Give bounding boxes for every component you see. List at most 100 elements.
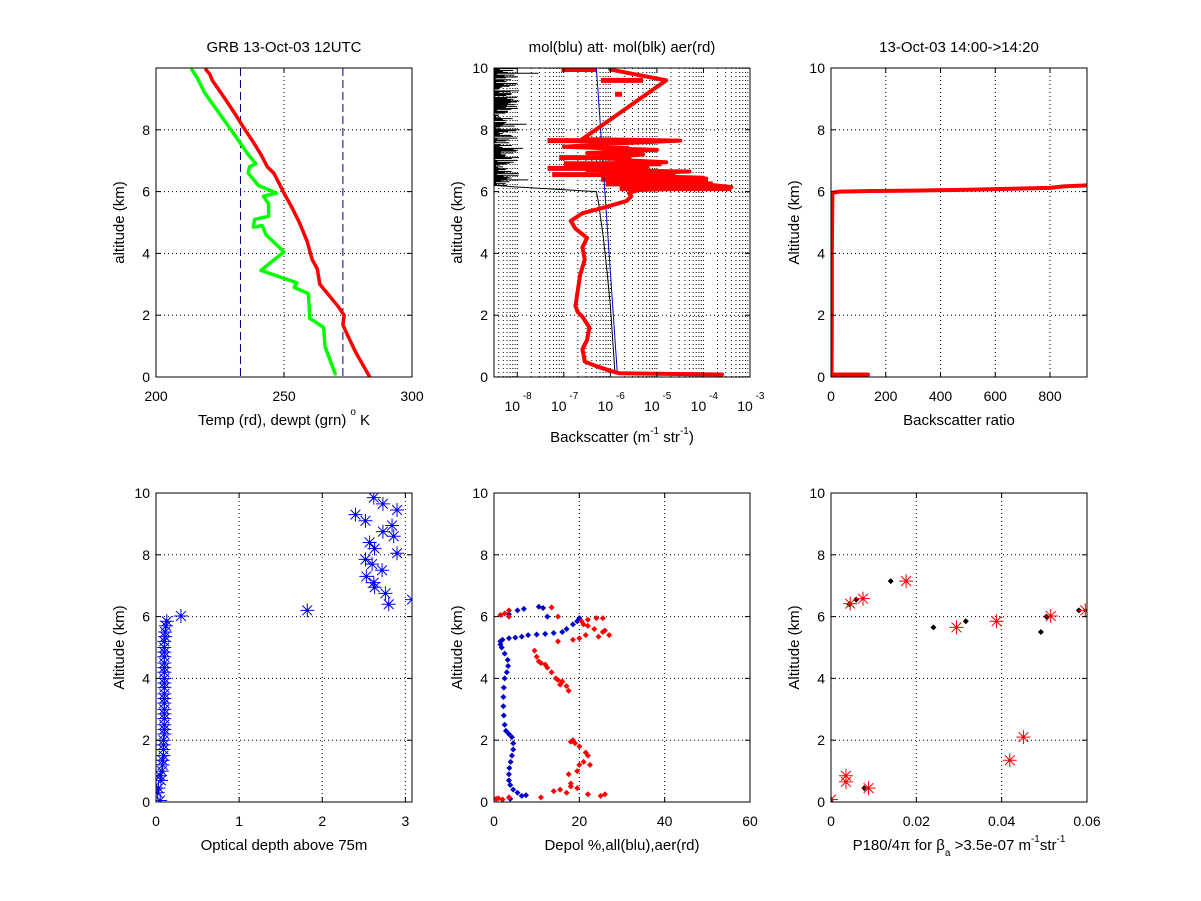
y-tick-label: 0 (480, 369, 488, 385)
dot-marker (576, 743, 583, 750)
dot-marker (582, 632, 589, 639)
x-axis-label-text: ) (689, 429, 694, 446)
dot-marker (531, 647, 538, 654)
y-axis-label: Altitude (km) (111, 605, 128, 689)
dot-marker (606, 632, 613, 639)
star-center (1008, 758, 1012, 762)
y-axis-label: altitude (km) (449, 181, 466, 264)
star-center (372, 547, 377, 551)
dot-marker (504, 656, 511, 663)
x-tick-exponent: -8 (523, 391, 532, 402)
x-axis-label-text: Depol %,all(blu),aer(rd) (544, 837, 699, 854)
chart-title: 13-Oct-03 14:00->14:20 (879, 39, 1039, 56)
dot-marker (930, 624, 937, 631)
y-tick-label: 2 (817, 732, 825, 748)
dot-marker (557, 786, 564, 793)
dot-marker (591, 625, 598, 632)
star-center (1021, 735, 1026, 739)
dot-marker (533, 653, 540, 660)
dot-marker (550, 629, 557, 636)
x-tick-label: 60 (742, 813, 758, 829)
x-tick-label: 0.02 (903, 813, 930, 829)
x-tick-label: 20 (572, 813, 588, 829)
dot-marker (500, 712, 507, 719)
x-tick-exponent: -4 (709, 391, 718, 402)
x-tick-label: 10 (504, 398, 520, 414)
y-tick-label: 8 (817, 122, 825, 138)
x-axis-label-script: -1 (1031, 834, 1040, 845)
star-center (1083, 608, 1087, 613)
x-tick-label: 400 (929, 388, 953, 404)
y-tick-label: 2 (817, 307, 825, 323)
star-center (158, 798, 162, 802)
x-axis-label-script: -1 (1057, 834, 1066, 845)
dot-marker (518, 792, 525, 799)
star-center (364, 574, 368, 579)
dot-marker (601, 791, 608, 798)
y-tick-label: 6 (142, 609, 150, 625)
x-tick-label: 1 (235, 813, 243, 829)
dot-marker (500, 703, 507, 710)
star-center (994, 619, 999, 623)
x-tick-label: 2 (318, 813, 326, 829)
dot-marker (514, 607, 521, 614)
star-center (866, 786, 871, 790)
dot-marker (853, 596, 860, 603)
plot-area (831, 68, 1087, 377)
dot-marker (495, 795, 502, 802)
y-tick-label: 4 (817, 670, 825, 686)
series-Dewpoint (190, 68, 337, 376)
x-tick-label: 3 (401, 813, 409, 829)
data-layer (190, 68, 372, 377)
chart-title: GRB 13-Oct-03 12UTC (206, 39, 361, 56)
dot-marker (535, 603, 542, 610)
dot-marker (552, 675, 559, 682)
series-red-stars (831, 574, 1087, 802)
y-tick-label: 8 (142, 122, 150, 138)
star-center (381, 502, 385, 506)
dot-marker (576, 635, 583, 642)
dot-marker (555, 613, 561, 620)
x-tick-label: 200 (874, 388, 898, 404)
dot-marker (501, 650, 508, 657)
x-tick-exponent: -5 (662, 391, 671, 402)
y-tick-label: 4 (142, 670, 150, 686)
x-axis-label: Backscatter (m-1 str-1) (550, 426, 694, 446)
star-center (844, 774, 848, 778)
y-tick-label: 2 (142, 307, 150, 323)
star-center (370, 562, 374, 566)
dot-marker (505, 777, 512, 784)
data-layer (831, 183, 1087, 377)
dot-marker (559, 629, 566, 636)
dot-marker (500, 693, 507, 700)
plot-area (156, 68, 412, 377)
dot-marker (540, 604, 547, 611)
star-center (1049, 614, 1053, 618)
x-tick-label: 0 (152, 813, 160, 829)
y-tick-label: 2 (142, 732, 150, 748)
star-center (179, 614, 183, 618)
star-center (158, 774, 162, 778)
x-tick-label: 0 (490, 813, 498, 829)
chart-title: mol(blu) att· mol(blk) aer(rd) (529, 39, 716, 56)
dot-marker (510, 786, 517, 793)
dot-marker (1037, 629, 1044, 636)
y-tick-label: 0 (817, 794, 825, 810)
dot-marker (499, 796, 506, 802)
dot-marker (499, 636, 506, 643)
dot-marker (574, 768, 581, 775)
plot-area (494, 68, 750, 377)
dot-marker (584, 616, 591, 623)
x-axis-label-script: a (945, 848, 951, 859)
axes-box (830, 67, 1088, 378)
grid (494, 68, 750, 377)
dot-marker (520, 605, 527, 612)
dot-marker (507, 782, 514, 789)
grid (156, 493, 412, 802)
x-tick-label: 0.06 (1073, 813, 1100, 829)
dot-marker (550, 788, 557, 795)
dot-marker (567, 738, 574, 745)
data-layer (494, 68, 734, 377)
